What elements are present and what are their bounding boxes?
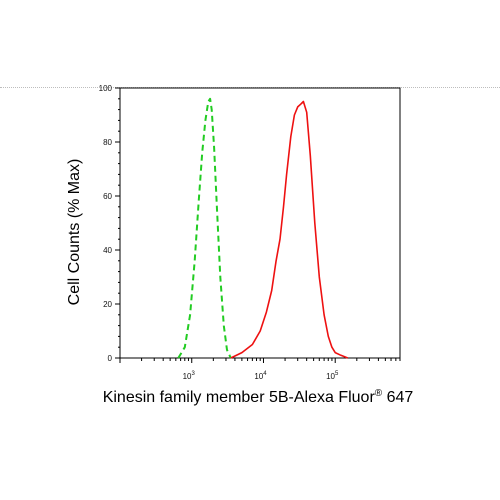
- x-tick-label: 104: [254, 371, 267, 381]
- y-tick-label: 0: [108, 354, 113, 363]
- y-tick-label: 60: [103, 192, 112, 201]
- x-tick-label-exponent: 5: [335, 371, 339, 377]
- series-layer: [177, 97, 349, 359]
- x-tick-label: 105: [326, 371, 339, 381]
- x-tick-label-base: 10: [326, 372, 335, 381]
- x-ticks-layer: 103 104 105: [119, 358, 401, 381]
- plot-frame: [119, 87, 401, 359]
- x-tick-label-base: 10: [183, 372, 192, 381]
- plot-frame-layer: [119, 87, 401, 359]
- y-tick-label: 80: [103, 138, 112, 147]
- control-series-curve: [177, 97, 232, 359]
- y-axis-title: Cell Counts (% Max): [66, 159, 83, 306]
- x-axis-title-registered-mark: ®: [375, 388, 383, 399]
- x-tick-label-exponent: 3: [192, 371, 196, 377]
- y-ticks-layer: 0 20 40 60 80 100: [99, 84, 120, 363]
- x-axis-title-main: Kinesin family member 5B-Alexa Fluor: [103, 389, 376, 406]
- y-tick-label: 20: [103, 300, 112, 309]
- x-tick-label: 103: [183, 371, 196, 381]
- sample-series-curve: [230, 100, 349, 359]
- y-tick-label: 100: [99, 84, 113, 93]
- y-tick-label: 40: [103, 246, 112, 255]
- x-tick-label-exponent: 4: [263, 371, 267, 377]
- x-axis-title: Kinesin family member 5B-Alexa Fluor® 64…: [103, 388, 414, 406]
- x-tick-label-base: 10: [254, 372, 263, 381]
- x-axis-title-tail: 647: [382, 389, 413, 406]
